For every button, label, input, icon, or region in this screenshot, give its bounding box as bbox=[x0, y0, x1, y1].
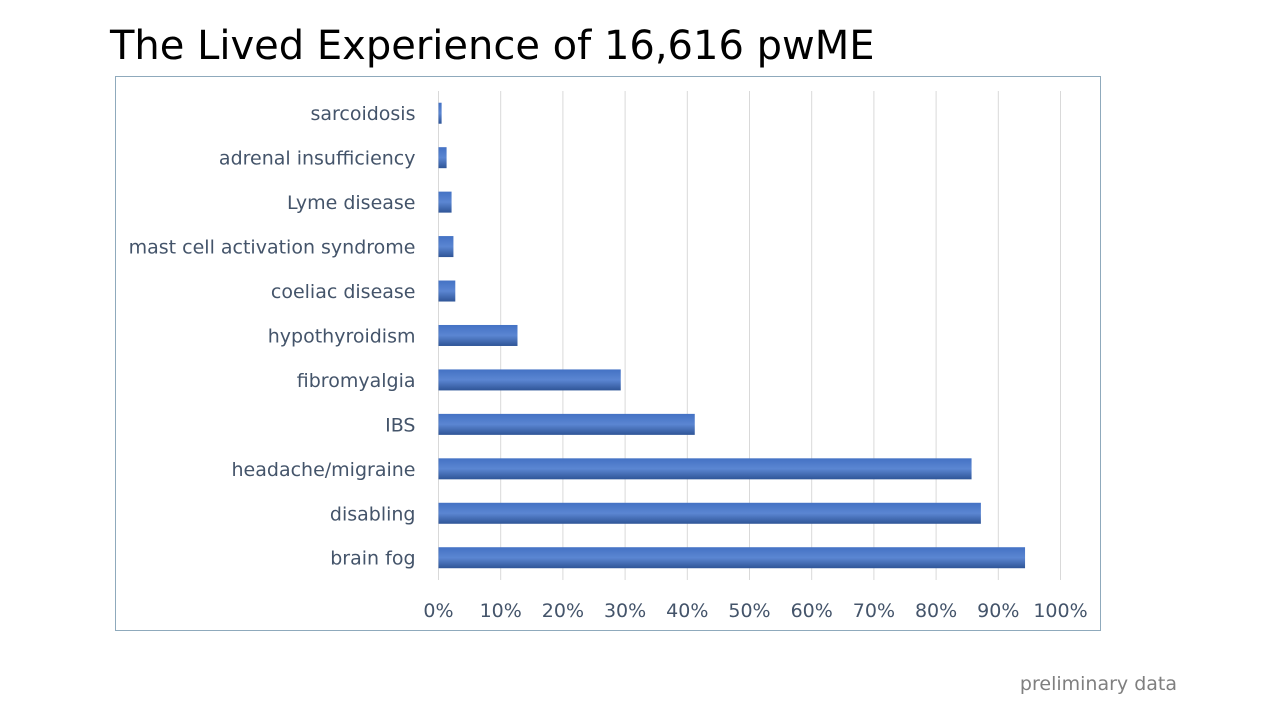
chart-frame: sarcoidosis adrenal insufficiency Lyme dis… bbox=[115, 76, 1101, 631]
x-tick-label: 90% bbox=[977, 600, 1019, 622]
bar bbox=[438, 280, 456, 302]
category-label: adrenal insufficiency bbox=[219, 148, 416, 170]
category-label: Lyme disease bbox=[287, 192, 415, 214]
footnote: preliminary data bbox=[1019, 673, 1177, 695]
category-label: brain fog bbox=[330, 548, 415, 570]
bar bbox=[438, 147, 447, 169]
bar bbox=[438, 547, 1026, 569]
category-label: sarcoidosis bbox=[310, 103, 415, 125]
x-tick-label: 20% bbox=[542, 600, 584, 622]
slide-title: The Lived Experience of 16,616 pwME bbox=[110, 23, 875, 69]
bar-chart: sarcoidosis adrenal insufficiency Lyme dis… bbox=[129, 91, 1088, 622]
x-tick-label: 0% bbox=[423, 600, 453, 622]
gridlines bbox=[438, 91, 1061, 580]
bar bbox=[438, 458, 972, 480]
x-tick-label: 70% bbox=[853, 600, 895, 622]
x-tick-label: 30% bbox=[604, 600, 646, 622]
bar bbox=[438, 369, 621, 391]
bar bbox=[438, 413, 695, 435]
bar bbox=[438, 191, 452, 213]
x-axis-tick-labels: 0% 10% 20% 30% 40% 50% 60% 70% 80% 90% 100% bbox=[423, 600, 1087, 622]
x-tick-label: 80% bbox=[915, 600, 957, 622]
bar bbox=[438, 502, 981, 524]
bar bbox=[438, 324, 518, 346]
category-label: coeliac disease bbox=[271, 281, 416, 303]
x-tick-label: 50% bbox=[728, 600, 770, 622]
category-label: IBS bbox=[385, 414, 415, 436]
category-label: headache/migraine bbox=[232, 459, 416, 481]
category-labels: sarcoidosis adrenal insufficiency Lyme dis… bbox=[129, 103, 416, 569]
category-label: disabling bbox=[330, 503, 416, 525]
x-tick-label: 10% bbox=[480, 600, 522, 622]
bars bbox=[438, 102, 1026, 569]
bar bbox=[438, 102, 442, 124]
category-label: mast cell activation syndrome bbox=[129, 237, 416, 259]
x-tick-label: 100% bbox=[1033, 600, 1087, 622]
category-label: fibromyalgia bbox=[297, 370, 416, 392]
category-label: hypothyroidism bbox=[268, 325, 416, 347]
bar bbox=[438, 236, 454, 258]
x-tick-label: 40% bbox=[666, 600, 708, 622]
x-tick-label: 60% bbox=[791, 600, 833, 622]
